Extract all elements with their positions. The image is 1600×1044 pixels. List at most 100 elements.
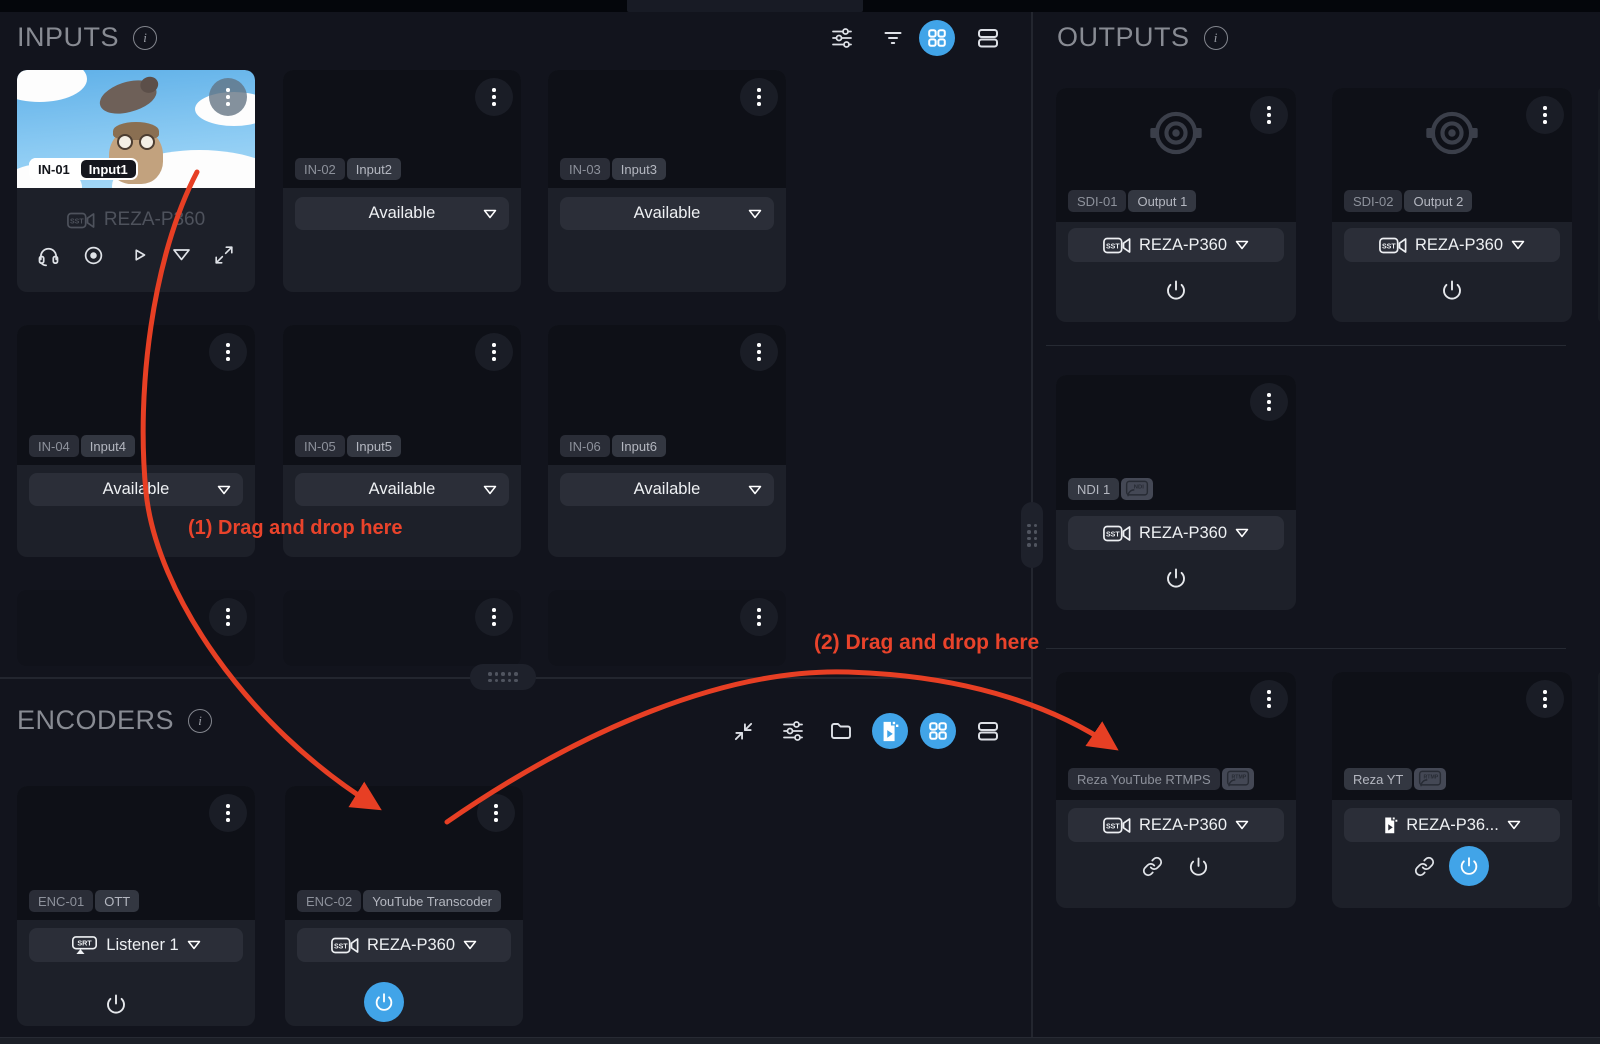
power-button[interactable] bbox=[1432, 270, 1472, 310]
info-icon[interactable]: i bbox=[133, 25, 158, 50]
power-button[interactable] bbox=[364, 982, 404, 1022]
output-card-SDI-01[interactable]: SDI-01 Output 1 SST REZA-P360 bbox=[1056, 88, 1296, 322]
outputs-row-divider bbox=[1046, 345, 1566, 346]
device-name: REZA-P360 bbox=[1138, 235, 1228, 254]
encoder-id-badge: ENC-01 bbox=[29, 890, 94, 912]
kebab-menu-button[interactable] bbox=[1250, 383, 1288, 421]
input-card-IN-03[interactable]: IN-03 Input3 Available bbox=[548, 70, 786, 292]
kebab-menu-button[interactable] bbox=[1250, 96, 1288, 134]
input-card-partial[interactable] bbox=[17, 590, 255, 666]
list-view-button[interactable] bbox=[975, 718, 1001, 744]
collapse-icon[interactable] bbox=[730, 718, 756, 744]
input-preview-area: IN-06 Input6 bbox=[548, 325, 786, 465]
adjust-sliders-icon[interactable] bbox=[780, 718, 806, 744]
power-button[interactable] bbox=[1178, 846, 1218, 886]
device-name: REZA-P360 bbox=[103, 209, 206, 230]
play-icon[interactable] bbox=[128, 244, 150, 266]
power-button[interactable] bbox=[1449, 846, 1489, 886]
transcoder-view-button[interactable] bbox=[872, 713, 908, 749]
input-card-IN-06[interactable]: IN-06 Input6 Available bbox=[548, 325, 786, 557]
device-name: REZA-P36... bbox=[1406, 815, 1499, 834]
input-card-IN-01[interactable]: IN-01 Input1 SST REZA-P360 bbox=[17, 70, 255, 292]
filter-icon[interactable] bbox=[880, 25, 906, 51]
headset-icon[interactable] bbox=[37, 244, 60, 267]
output-id-badge: Reza YT bbox=[1344, 768, 1413, 790]
kebab-menu-button[interactable] bbox=[1250, 680, 1288, 718]
device-select[interactable]: SRT Listener 1 bbox=[29, 928, 243, 962]
output-card-SDI-02[interactable]: SDI-02 Output 2 SST REZA-P360 bbox=[1332, 88, 1572, 322]
sst-camera-icon: SST bbox=[1103, 817, 1131, 833]
svg-text:SST: SST bbox=[70, 218, 84, 225]
kebab-menu-button[interactable] bbox=[1526, 680, 1564, 718]
device-select[interactable]: SST REZA-P360 bbox=[297, 928, 511, 962]
kebab-menu-button[interactable] bbox=[475, 78, 513, 116]
svg-text:SST: SST bbox=[1106, 531, 1120, 538]
list-view-button[interactable] bbox=[975, 25, 1001, 51]
adjust-sliders-icon[interactable] bbox=[829, 25, 855, 51]
chevron-down-icon bbox=[483, 209, 497, 219]
input-card-IN-02[interactable]: IN-02 Input2 Available bbox=[283, 70, 521, 292]
bottom-bar bbox=[0, 1037, 1600, 1044]
status-select[interactable]: Available bbox=[560, 473, 774, 506]
power-button[interactable] bbox=[1156, 270, 1196, 310]
device-select[interactable]: SST REZA-P360 bbox=[1068, 808, 1284, 842]
grid-view-button[interactable] bbox=[919, 20, 955, 56]
link-icon[interactable] bbox=[1142, 856, 1163, 877]
chevron-down-icon bbox=[187, 940, 200, 950]
expand-icon[interactable] bbox=[213, 244, 235, 266]
info-icon[interactable]: i bbox=[1203, 25, 1228, 50]
output-card-reza-youtube-rtmps[interactable]: Reza YouTube RTMPS RTMP SST REZA-P360 bbox=[1056, 672, 1296, 908]
device-select[interactable]: SST REZA-P360 bbox=[1068, 228, 1284, 262]
kebab-menu-button[interactable] bbox=[209, 598, 247, 636]
transcoder-file-icon bbox=[1385, 817, 1398, 834]
output-badge: NDI 1 NDI bbox=[1068, 478, 1154, 500]
kebab-menu-button[interactable] bbox=[477, 794, 515, 832]
svg-text:SST: SST bbox=[1106, 823, 1120, 830]
folder-icon[interactable] bbox=[828, 718, 854, 744]
kebab-menu-button[interactable] bbox=[209, 794, 247, 832]
device-select[interactable]: REZA-P36... bbox=[1344, 808, 1560, 842]
status-value: Available bbox=[102, 480, 170, 498]
kebab-menu-button[interactable] bbox=[740, 333, 778, 371]
chevron-down-icon[interactable] bbox=[172, 248, 191, 262]
kebab-menu-button[interactable] bbox=[209, 333, 247, 371]
svg-text:RTMP: RTMP bbox=[1424, 775, 1439, 781]
output-card-NDI-1[interactable]: NDI 1 NDI SST REZA-P360 bbox=[1056, 375, 1296, 610]
output-card-reza-yt[interactable]: Reza YT RTMP REZA-P36... bbox=[1332, 672, 1572, 908]
input-id-badge: IN-03 bbox=[560, 158, 610, 180]
info-icon[interactable]: i bbox=[188, 708, 213, 733]
status-select[interactable]: Available bbox=[295, 197, 509, 230]
chevron-down-icon bbox=[748, 209, 762, 219]
encoder-card-ENC-02[interactable]: ENC-02 YouTube Transcoder SST REZA-P360 bbox=[285, 786, 523, 1026]
input-badge: IN-01 Input1 bbox=[29, 158, 138, 180]
power-button[interactable] bbox=[1156, 558, 1196, 598]
link-icon[interactable] bbox=[1414, 856, 1435, 877]
horizontal-splitter-handle[interactable] bbox=[470, 664, 536, 690]
input-card-footer: Available bbox=[283, 188, 521, 292]
device-select[interactable]: SST REZA-P360 bbox=[1068, 516, 1284, 550]
encoder-card-ENC-01[interactable]: ENC-01 OTT SRT Listener 1 bbox=[17, 786, 255, 1026]
input-card-partial[interactable] bbox=[548, 590, 786, 666]
encoder-card-footer: SST REZA-P360 bbox=[285, 920, 523, 1026]
vertical-splitter-handle[interactable] bbox=[1021, 502, 1043, 568]
bnc-connector-icon bbox=[1426, 111, 1478, 155]
encoders-title: ENCODERS bbox=[17, 705, 175, 735]
kebab-menu-button[interactable] bbox=[475, 333, 513, 371]
input-card-partial[interactable] bbox=[283, 590, 521, 666]
input-label-badge: Input6 bbox=[611, 435, 666, 457]
kebab-menu-button[interactable] bbox=[1526, 96, 1564, 134]
drag-arrow-2 bbox=[444, 669, 1119, 825]
kebab-menu-button[interactable] bbox=[475, 598, 513, 636]
status-select[interactable]: Available bbox=[295, 473, 509, 506]
kebab-menu-button[interactable] bbox=[209, 78, 247, 116]
kebab-menu-button[interactable] bbox=[740, 598, 778, 636]
record-icon[interactable] bbox=[82, 244, 105, 267]
status-select[interactable]: Available bbox=[560, 197, 774, 230]
grid-view-button[interactable] bbox=[920, 713, 956, 749]
power-button[interactable] bbox=[96, 984, 136, 1024]
svg-text:SST: SST bbox=[1106, 243, 1120, 250]
kebab-menu-button[interactable] bbox=[740, 78, 778, 116]
device-select[interactable]: SST REZA-P360 bbox=[1344, 228, 1560, 262]
status-select[interactable]: Available bbox=[29, 473, 243, 506]
